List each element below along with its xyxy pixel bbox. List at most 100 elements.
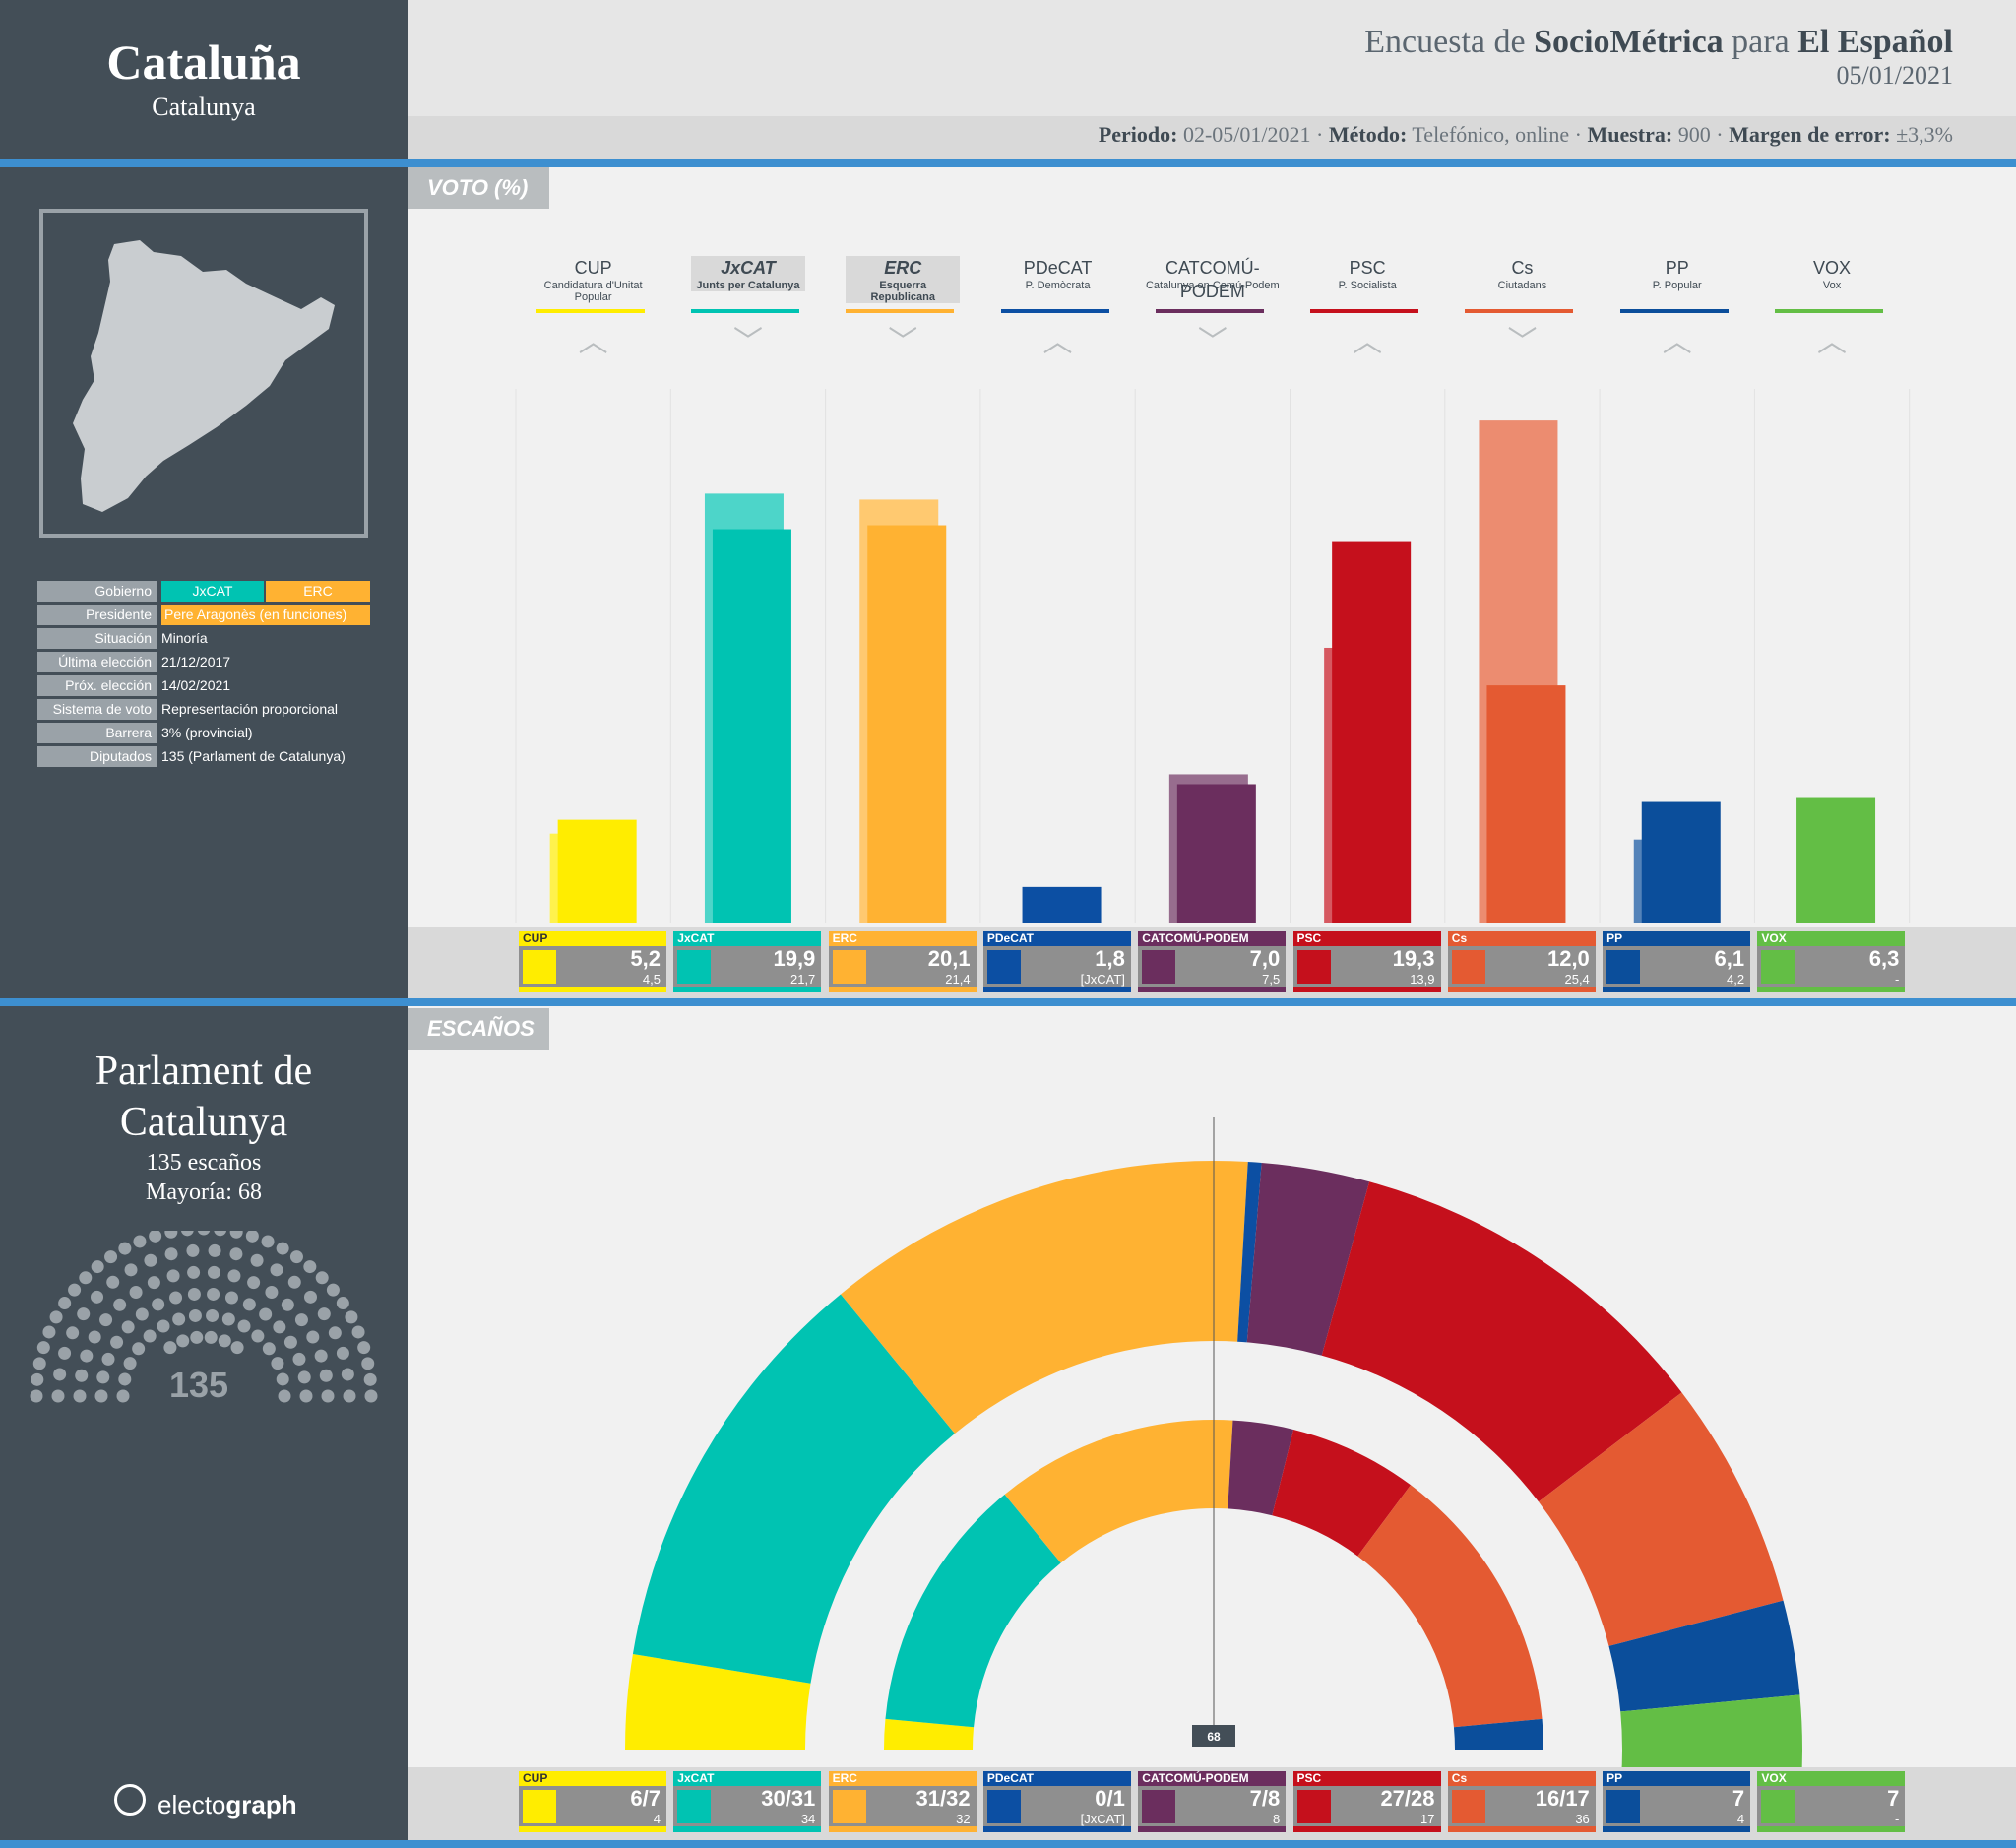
- electograph-logo-text: electograph: [158, 1790, 297, 1820]
- card-main-value: 1,8: [1095, 946, 1125, 971]
- electograph-logo-icon: [114, 1784, 146, 1816]
- trend-up-icon: ︿: [1817, 326, 1848, 358]
- card-party-name: PP: [1603, 931, 1751, 946]
- poll-seats-segment-vox: [1620, 1694, 1803, 1791]
- bar-current-catcom-podem: [1176, 784, 1256, 923]
- parliament-total-seats: 135: [168, 1365, 229, 1405]
- majority-marker: [1192, 1725, 1235, 1747]
- next-election-value: 14/02/2021: [161, 677, 231, 693]
- seat-dot: [149, 1231, 162, 1243]
- seat-dot: [261, 1235, 275, 1248]
- party-header-name: CUP: [574, 258, 612, 278]
- info-last-election: Última elección 21/12/2017: [37, 652, 372, 672]
- seat-dot: [287, 1275, 301, 1289]
- card-previous-value: -: [1895, 972, 1900, 987]
- seat-dot: [250, 1253, 264, 1267]
- party-header-psc: PSC P. Socialista: [1298, 256, 1436, 313]
- party-header-name: JxCAT: [690, 256, 805, 280]
- previous-seats-segment-cup: [884, 1718, 975, 1750]
- seat-dot: [164, 1231, 178, 1239]
- party-logo-icon: [832, 1790, 866, 1823]
- card-main-value: 12,0: [1546, 946, 1590, 971]
- seat-dot: [68, 1283, 82, 1297]
- seat-dot: [188, 1308, 202, 1322]
- government-label: Gobierno: [37, 581, 158, 602]
- seat-dot: [133, 1235, 147, 1248]
- divider-top: [0, 159, 2016, 167]
- seat-dot: [88, 1330, 101, 1344]
- party-header-subtitle: Vox: [1822, 280, 1842, 291]
- card-previous-value: 34: [800, 1812, 816, 1826]
- card-body: 27/28 17: [1292, 1786, 1441, 1826]
- seat-dot: [364, 1389, 378, 1403]
- seat-dot: [343, 1389, 356, 1403]
- seat-dot: [135, 1307, 149, 1321]
- survey-date: 05/01/2021: [1836, 61, 1953, 90]
- card-main-value: 7/8: [1249, 1786, 1281, 1811]
- seat-dot: [259, 1307, 273, 1321]
- seat-dot: [242, 1298, 256, 1311]
- seat-dot: [230, 1341, 244, 1355]
- card-main-value: 19,3: [1392, 946, 1435, 971]
- card-color-foot: [673, 1826, 822, 1832]
- info-next-election: Próx. elección 14/02/2021: [37, 675, 372, 696]
- card-previous-value: [JxCAT]: [1080, 972, 1125, 987]
- seat-dot: [157, 1319, 170, 1333]
- party-header-cup: CUP Candidatura d'Unitat Popular: [525, 256, 662, 313]
- party-header-name: PSC: [1349, 258, 1386, 278]
- info-government: Gobierno JxCAT ERC: [37, 581, 372, 602]
- card-body: 7-: [1757, 1786, 1906, 1826]
- sample-value: 900: [1677, 122, 1711, 147]
- card-body: 1,8 [JxCAT]: [982, 946, 1131, 987]
- party-logo-icon: [523, 950, 556, 984]
- seat-dot: [273, 1320, 286, 1334]
- bar-current-cup: [557, 819, 637, 923]
- seat-dot: [36, 1341, 50, 1355]
- card-color-foot: [1757, 1826, 1906, 1832]
- card-color-foot: [982, 1826, 1131, 1832]
- card-body: 7,0 7,5: [1138, 946, 1287, 987]
- info-situation: Situación Minoría: [37, 628, 372, 649]
- card-main-value: 6/7: [630, 1786, 661, 1811]
- card-color-foot: [1292, 1826, 1441, 1832]
- party-logo-icon: [1142, 1790, 1176, 1823]
- seat-dot: [303, 1260, 317, 1274]
- seat-dot: [116, 1389, 130, 1403]
- seat-dot: [270, 1263, 284, 1277]
- party-color-underline: [846, 309, 955, 313]
- seat-dot: [299, 1389, 313, 1403]
- party-logo-icon: [986, 1790, 1021, 1823]
- seat-dot: [143, 1329, 157, 1343]
- card-color-foot: [1138, 987, 1287, 992]
- bar-current-jxcat: [712, 529, 791, 923]
- card-body: 5,2 4,5: [519, 946, 666, 987]
- card-color-foot: [673, 987, 822, 992]
- card-body: 30/31 34: [673, 1786, 822, 1826]
- card-color-foot: [828, 1826, 976, 1832]
- party-logo-icon: [1606, 950, 1641, 984]
- card-main-value: 6,1: [1714, 946, 1745, 971]
- party-color-underline: [1000, 309, 1109, 313]
- brand-suffix: graph: [225, 1790, 297, 1819]
- party-logo-icon: [523, 1790, 556, 1823]
- seat-dot: [30, 1389, 43, 1403]
- seat-dot: [265, 1286, 279, 1300]
- party-header-subtitle: Ciutadans: [1497, 280, 1547, 291]
- party-header-subtitle: Candidatura d'Unitat Popular: [543, 280, 643, 303]
- seat-dot: [166, 1269, 180, 1283]
- party-header-name: VOX: [1813, 258, 1852, 278]
- party-logo-icon: [1451, 1790, 1485, 1823]
- party-logo-icon: [1606, 1790, 1641, 1823]
- seat-dot: [227, 1269, 241, 1283]
- card-main-value: 16/17: [1535, 1786, 1590, 1811]
- card-main-value: 6,3: [1868, 946, 1900, 971]
- voting-system-value: Representación proporcional: [161, 701, 338, 717]
- party-header-name: PP: [1665, 258, 1689, 278]
- seats-card-psc: PSC 27/28 17: [1292, 1771, 1441, 1832]
- card-previous-value: 13,9: [1410, 972, 1435, 987]
- seat-dot: [99, 1313, 113, 1327]
- bar-current-psc: [1332, 541, 1412, 923]
- info-threshold: Barrera 3% (provincial): [37, 723, 372, 743]
- vote-card-pdecat: PDeCAT 1,8 [JxCAT]: [982, 931, 1131, 992]
- card-party-name: CATCOMÚ-PODEM: [1138, 1771, 1287, 1786]
